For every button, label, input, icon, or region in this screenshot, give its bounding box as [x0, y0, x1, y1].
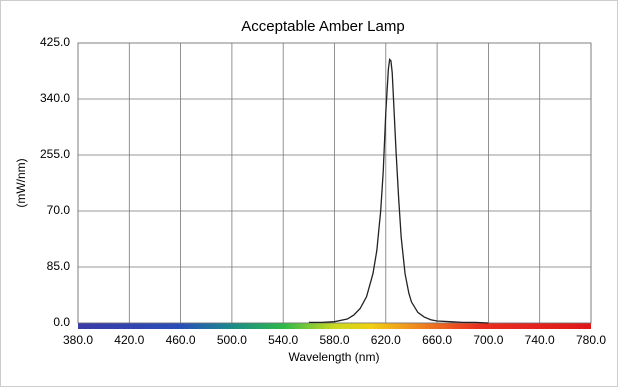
spectrum-bar: [78, 323, 591, 329]
x-axis-label: Wavelength (nm): [289, 350, 380, 364]
y-axis-label: (mW/nm): [14, 158, 28, 207]
x-tick-label: 540.0: [268, 333, 298, 347]
x-tick-label: 460.0: [166, 333, 196, 347]
chart-title: Acceptable Amber Lamp: [241, 18, 404, 35]
y-tick-label: 0.0: [53, 315, 70, 329]
y-tick-label: 70.0: [47, 203, 71, 217]
x-tick-label: 620.0: [371, 333, 401, 347]
plot-layer: 0.0 85.0 70.0 255.0 340.0 425.0 380.0 420.0 460.…: [40, 35, 606, 347]
x-tick-label: 580.0: [319, 333, 349, 347]
x-tick-label: 740.0: [525, 333, 555, 347]
y-tick-label: 425.0: [40, 35, 70, 49]
x-tick-label: 380.0: [63, 333, 93, 347]
y-tick-label: 85.0: [47, 259, 71, 273]
x-tick-label: 700.0: [473, 333, 503, 347]
data-line: [308, 58, 489, 324]
y-tick-label: 340.0: [40, 91, 70, 105]
x-tick-label: 420.0: [114, 333, 144, 347]
x-tick-label: 780.0: [576, 333, 606, 347]
y-tick-label: 255.0: [40, 147, 70, 161]
x-tick-label: 500.0: [217, 333, 247, 347]
x-tick-label: 660.0: [422, 333, 452, 347]
